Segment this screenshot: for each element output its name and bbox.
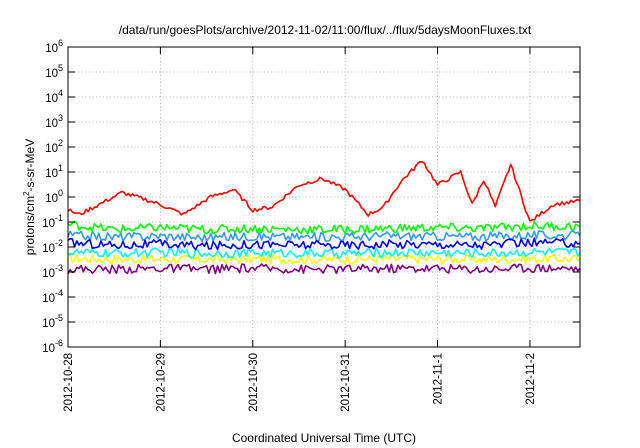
y-tick-exponent: -3 — [55, 263, 63, 273]
y-tick-base: 10 — [42, 293, 55, 305]
y-tick-label: 100 — [45, 188, 63, 205]
x-tick-label: 2012-11-1 — [433, 353, 445, 405]
y-tick-base: 10 — [42, 268, 55, 280]
y-tick-exponent: -4 — [55, 288, 63, 298]
y-tick-exponent: 0 — [58, 188, 63, 198]
chart-title: /data/run/goesPlots/archive/2012-11-02/1… — [119, 23, 532, 37]
y-tick-base: 10 — [42, 218, 55, 230]
series-line-1 — [67, 247, 581, 259]
y-tick-exponent: 6 — [58, 38, 63, 48]
y-tick-exponent: 3 — [58, 113, 63, 123]
y-tick-label: 10-6 — [42, 338, 63, 355]
y-tick-label: 105 — [45, 63, 63, 80]
y-tick-label: 10-4 — [42, 288, 63, 305]
series-line-6 — [67, 161, 581, 222]
y-tick-base: 10 — [42, 243, 55, 255]
y-axis-label-part: protons/cm — [23, 196, 37, 255]
y-tick-base: 10 — [42, 318, 55, 330]
y-tick-exponent: 4 — [58, 88, 63, 98]
y-tick-exponent: -5 — [55, 313, 63, 323]
axis-ticks: 10-610-510-410-310-210-11001011021031041… — [42, 38, 580, 412]
y-tick-label: 106 — [45, 38, 63, 55]
grid-lines — [68, 47, 580, 347]
y-axis-label-part: -s-sr-MeV — [23, 139, 37, 192]
y-tick-label: 10-5 — [42, 313, 63, 330]
x-tick-label: 2012-10-30 — [248, 353, 260, 412]
y-tick-base: 10 — [45, 68, 58, 80]
y-tick-label: 10-1 — [42, 213, 63, 230]
y-tick-base: 10 — [45, 93, 58, 105]
y-tick-label: 101 — [45, 163, 63, 180]
x-tick-label: 2012-10-29 — [155, 353, 167, 412]
y-tick-label: 10-3 — [42, 263, 63, 280]
y-tick-base: 10 — [45, 143, 58, 155]
x-tick-label: 2012-11-2 — [525, 353, 537, 405]
y-tick-base: 10 — [45, 118, 58, 130]
x-tick-label: 2012-10-28 — [63, 353, 75, 412]
y-tick-base: 10 — [42, 343, 55, 355]
y-axis-label-superscript: 2 — [22, 191, 31, 196]
series-line-2 — [67, 230, 581, 243]
series-line-5 — [67, 263, 581, 275]
y-tick-label: 103 — [45, 113, 63, 130]
y-tick-exponent: -2 — [55, 238, 63, 248]
y-tick-base: 10 — [45, 193, 58, 205]
y-tick-base: 10 — [45, 43, 58, 55]
y-tick-exponent: 5 — [58, 63, 63, 73]
y-tick-label: 10-2 — [42, 238, 63, 255]
x-axis-label: Coordinated Universal Time (UTC) — [232, 431, 416, 445]
y-tick-exponent: -1 — [55, 213, 63, 223]
series-line-0 — [67, 253, 581, 265]
series-line-4 — [67, 237, 581, 251]
y-tick-exponent: 2 — [58, 138, 63, 148]
y-tick-label: 102 — [45, 138, 63, 155]
y-axis-label: protons/cm2-s-sr-MeV — [22, 139, 37, 255]
series-line-3 — [67, 220, 581, 235]
y-tick-exponent: -6 — [55, 338, 63, 348]
x-tick-label: 2012-10-31 — [340, 353, 352, 412]
series-group — [67, 161, 581, 275]
y-tick-exponent: 1 — [58, 163, 63, 173]
y-tick-label: 104 — [45, 88, 63, 105]
y-tick-base: 10 — [45, 168, 58, 180]
